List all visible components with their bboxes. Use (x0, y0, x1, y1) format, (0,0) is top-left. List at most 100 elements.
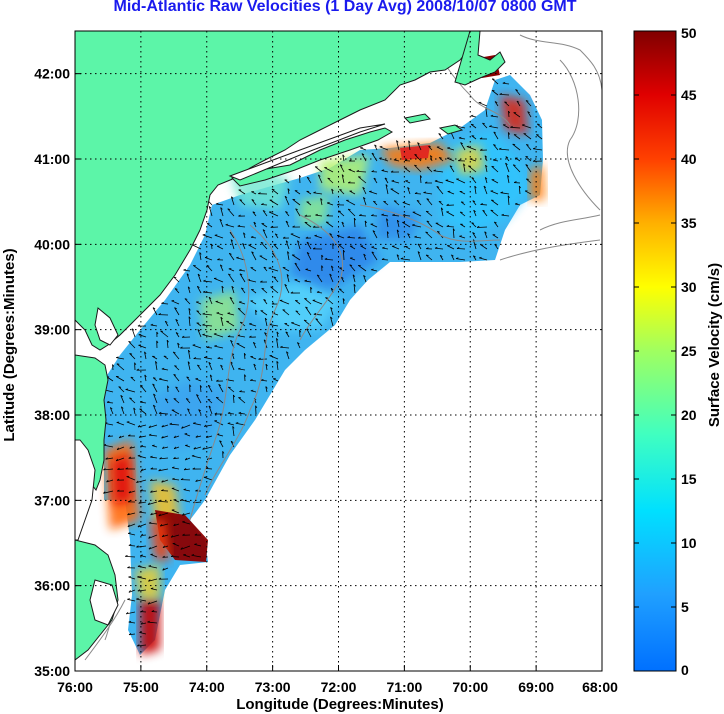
velocity-arrow-head (180, 346, 183, 349)
velocity-arrow (396, 254, 400, 261)
velocity-arrow (208, 362, 213, 371)
velocity-arrow-head (258, 357, 261, 360)
velocity-arrow-head (455, 257, 459, 259)
velocity-arrow (204, 424, 213, 427)
velocity-arrow (106, 479, 114, 483)
velocity-arrow-head (434, 180, 438, 182)
velocity-arrow (359, 215, 367, 217)
velocity-arrow (104, 422, 114, 426)
velocity-arrow-head (225, 223, 229, 226)
velocity-arrow-head (397, 219, 400, 223)
velocity-arrow (150, 456, 158, 459)
velocity-arrow (282, 309, 290, 316)
velocity-arrow-head (175, 386, 179, 389)
velocity-arrow-head (127, 566, 130, 569)
velocity-arrow (336, 235, 345, 239)
velocity-arrow (381, 214, 389, 217)
velocity-arrow (188, 308, 191, 316)
velocity-arrow (174, 288, 180, 294)
velocity-arrow-head (258, 192, 261, 195)
velocity-arrow-head (183, 467, 187, 471)
velocity-arrow (502, 124, 510, 129)
velocity-arrow-head (214, 345, 217, 347)
velocity-arrow (262, 210, 268, 217)
velocity-arrow (280, 346, 290, 349)
velocity-arrow (227, 208, 235, 217)
velocity-arrow-head (138, 501, 141, 504)
velocity-arrow-head (342, 298, 345, 301)
velocity-arrow-head (472, 232, 475, 235)
velocity-arrow-head (426, 166, 430, 169)
velocity-arrow (183, 269, 191, 272)
velocity-arrow (183, 554, 191, 558)
velocity-arrow-head (193, 422, 196, 424)
velocity-arrow (120, 395, 125, 404)
velocity-arrow-head (426, 247, 429, 250)
velocity-arrow-head (286, 274, 290, 277)
velocity-arrow-head (276, 361, 279, 364)
velocity-arrow (172, 478, 180, 481)
velocity-arrow (133, 407, 136, 415)
velocity-arrow-head (493, 144, 496, 146)
velocity-arrow (203, 291, 213, 294)
velocity-arrow (315, 318, 323, 327)
velocity-arrow-head (171, 466, 175, 469)
velocity-arrow (314, 235, 323, 239)
y-axis-label: Latitude (Degrees:Minutes) (1, 248, 18, 441)
velocity-arrow (402, 214, 411, 217)
velocity-arrow (150, 479, 158, 482)
velocity-arrow (391, 245, 400, 250)
velocity-arrow-head (156, 340, 159, 344)
velocity-arrow (173, 523, 180, 527)
velocity-arrow-head (204, 356, 207, 358)
velocity-arrow-head (140, 468, 143, 472)
velocity-arrow (174, 446, 180, 450)
velocity-arrow-head (172, 477, 175, 480)
velocity-arrow (228, 273, 235, 283)
velocity-arrow (195, 435, 202, 438)
velocity-arrow (193, 422, 202, 426)
velocity-arrow-head (416, 200, 420, 202)
velocity-arrow-head (137, 565, 141, 567)
velocity-arrow-head (285, 240, 289, 243)
velocity-arrow (339, 189, 345, 195)
velocity-arrow (158, 512, 169, 517)
velocity-arrow-head (137, 454, 141, 457)
velocity-arrow (247, 279, 257, 283)
velocity-arrow (353, 284, 356, 294)
velocity-arrow-head (332, 243, 335, 246)
velocity-arrow-head (285, 331, 289, 334)
velocity-arrow-head (128, 456, 132, 459)
velocity-arrow-head (194, 543, 197, 545)
velocity-arrow (408, 140, 411, 151)
velocity-arrow-head (299, 329, 302, 333)
velocity-arrow-head (148, 433, 152, 436)
velocity-arrow-head (525, 164, 529, 166)
velocity-arrow (161, 424, 169, 428)
velocity-arrow (525, 164, 532, 173)
velocity-arrow-head (243, 232, 246, 235)
velocity-arrow (491, 179, 499, 184)
velocity-arrow (273, 378, 279, 382)
velocity-arrow (213, 278, 224, 283)
velocity-arrow (451, 254, 455, 261)
velocity-arrow (251, 251, 257, 261)
velocity-arrow-head (197, 285, 200, 288)
velocity-arrow (306, 241, 312, 250)
velocity-arrow (197, 273, 202, 283)
velocity-arrow-head (329, 273, 332, 276)
velocity-arrow (363, 197, 367, 206)
velocity-arrow-head (106, 479, 109, 483)
velocity-arrow (118, 386, 125, 393)
velocity-arrow (526, 144, 532, 151)
velocity-arrow-head (428, 145, 432, 148)
velocity-arrow-head (137, 644, 140, 647)
velocity-arrow-head (494, 101, 498, 104)
velocity-arrow (385, 184, 389, 195)
velocity-arrow (373, 200, 378, 206)
velocity-arrow-head (474, 185, 477, 189)
velocity-arrow-head (230, 440, 234, 443)
velocity-arrow-head (197, 364, 200, 367)
velocity-arrow (439, 255, 444, 261)
velocity-arrow-head (348, 208, 351, 211)
